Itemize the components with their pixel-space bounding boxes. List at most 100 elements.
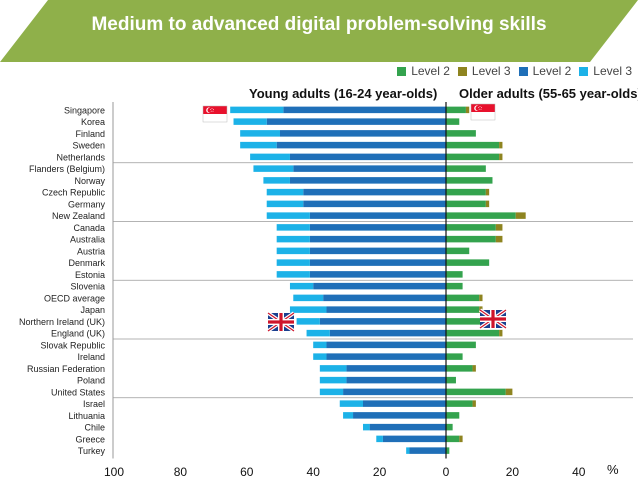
- bar-older-level3: [479, 294, 483, 302]
- category-label: Russian Federation: [27, 364, 105, 374]
- bar-older-level2: [446, 188, 486, 196]
- legend-label: Level 3: [593, 64, 632, 78]
- bar-young-level3: [306, 329, 330, 337]
- category-label: England (UK): [51, 329, 105, 339]
- category-label: Germany: [68, 199, 106, 209]
- category-label: Israel: [83, 399, 105, 409]
- bar-young-level2: [309, 224, 446, 231]
- bar-young-level3: [276, 224, 310, 231]
- bar-young-level2: [319, 318, 446, 325]
- chart-legend: Level 2 Level 3 Level 2 Level 3: [389, 63, 632, 79]
- bar-young-level3: [319, 388, 344, 396]
- bar-young-level2: [309, 212, 446, 219]
- legend-swatch: [518, 66, 528, 76]
- x-tick-label: 60: [240, 465, 254, 478]
- bar-older-level3: [472, 365, 476, 372]
- bar-older-level2: [446, 365, 473, 372]
- bar-older-level2: [446, 212, 516, 219]
- bar-older-level3: [499, 153, 503, 161]
- bar-young-level3: [230, 106, 284, 114]
- x-tick-label: 0: [443, 465, 450, 478]
- category-label: United States: [51, 387, 106, 397]
- category-label: Czech Republic: [42, 188, 106, 198]
- bar-older-level2: [446, 318, 483, 325]
- page-title: Medium to advanced digital problem-solvi…: [91, 14, 547, 35]
- bar-young-level2: [346, 376, 446, 384]
- bar-young-level3: [343, 412, 354, 419]
- bar-young-level2: [326, 341, 446, 349]
- bar-older-level2: [446, 130, 476, 137]
- legend-label: Level 2: [411, 64, 450, 78]
- bar-older-level2: [446, 447, 450, 454]
- bar-older-level2: [446, 282, 463, 290]
- category-label: New Zealand: [52, 211, 105, 221]
- bar-older-level2: [446, 329, 500, 337]
- bar-older-level3: [495, 224, 503, 231]
- x-tick-label: 20: [373, 465, 387, 478]
- bar-older-level3: [485, 188, 490, 196]
- category-label: Northern Ireland (UK): [19, 317, 105, 327]
- bar-older-level2: [446, 153, 500, 161]
- bar-young-level2: [346, 365, 446, 372]
- bar-young-level2: [293, 165, 446, 172]
- bar-young-level3: [293, 294, 324, 302]
- bar-young-level2: [409, 447, 446, 454]
- category-label: Estonia: [75, 270, 105, 280]
- bar-older-level2: [446, 247, 470, 255]
- legend-item: Level 3: [457, 64, 511, 78]
- bar-young-level3: [289, 282, 314, 290]
- bar-young-level3: [376, 435, 383, 443]
- bar-older-level2: [446, 165, 486, 172]
- young-adults-heading: Young adults (16-24 year-olds): [249, 86, 438, 101]
- bar-young-level3: [250, 153, 290, 161]
- bar-young-level3: [319, 365, 347, 372]
- bar-young-level3: [240, 141, 277, 149]
- bar-young-level2: [276, 141, 446, 149]
- bar-young-level3: [406, 447, 410, 454]
- legend-label: Level 2: [532, 64, 572, 78]
- bar-older-level3: [465, 106, 470, 114]
- bar-older-level2: [446, 388, 506, 396]
- bar-young-level3: [266, 212, 310, 219]
- category-label: Slovak Republic: [40, 340, 105, 350]
- bar-young-level2: [309, 271, 446, 278]
- title-banner: [0, 0, 638, 62]
- legend-item: Level 2: [397, 64, 450, 78]
- bar-young-level2: [289, 177, 446, 184]
- bar-older-level2: [446, 306, 480, 313]
- bar-young-level3: [240, 130, 280, 137]
- category-label: Flanders (Belgium): [29, 164, 105, 174]
- x-tick-label: 100: [104, 465, 124, 478]
- percent-unit-label: %: [607, 462, 619, 477]
- bar-older-level3: [459, 435, 463, 443]
- category-label: Austria: [77, 246, 105, 256]
- bar-older-level2: [446, 423, 453, 431]
- category-label: Sweden: [72, 141, 105, 151]
- category-label: OECD average: [44, 293, 105, 303]
- legend-item: Level 3: [579, 64, 632, 78]
- bar-young-level3: [233, 118, 267, 125]
- singapore-flag-icon: [202, 105, 228, 123]
- bar-young-level2: [343, 388, 446, 396]
- category-label: Ireland: [77, 352, 105, 362]
- x-tick-label: 40: [307, 465, 321, 478]
- bar-young-level2: [266, 118, 446, 125]
- bar-young-level2: [289, 153, 446, 161]
- bar-young-level2: [326, 306, 446, 313]
- bar-older-level2: [446, 294, 480, 302]
- bar-older-level2: [446, 224, 496, 231]
- bar-older-level2: [446, 259, 490, 266]
- bar-young-level2: [280, 130, 446, 137]
- bar-young-level3: [296, 318, 320, 325]
- category-label: Netherlands: [56, 152, 105, 162]
- bar-young-level2: [326, 353, 446, 360]
- bar-young-level3: [276, 259, 310, 266]
- bar-young-level3: [339, 400, 363, 407]
- bar-young-level2: [382, 435, 446, 443]
- legend-label: Level 3: [471, 64, 511, 78]
- x-tick-label: 80: [174, 465, 188, 478]
- bar-young-level2: [329, 329, 446, 337]
- bar-young-level2: [303, 188, 446, 196]
- uk-flag-icon: [478, 308, 508, 330]
- bar-young-level3: [276, 247, 310, 255]
